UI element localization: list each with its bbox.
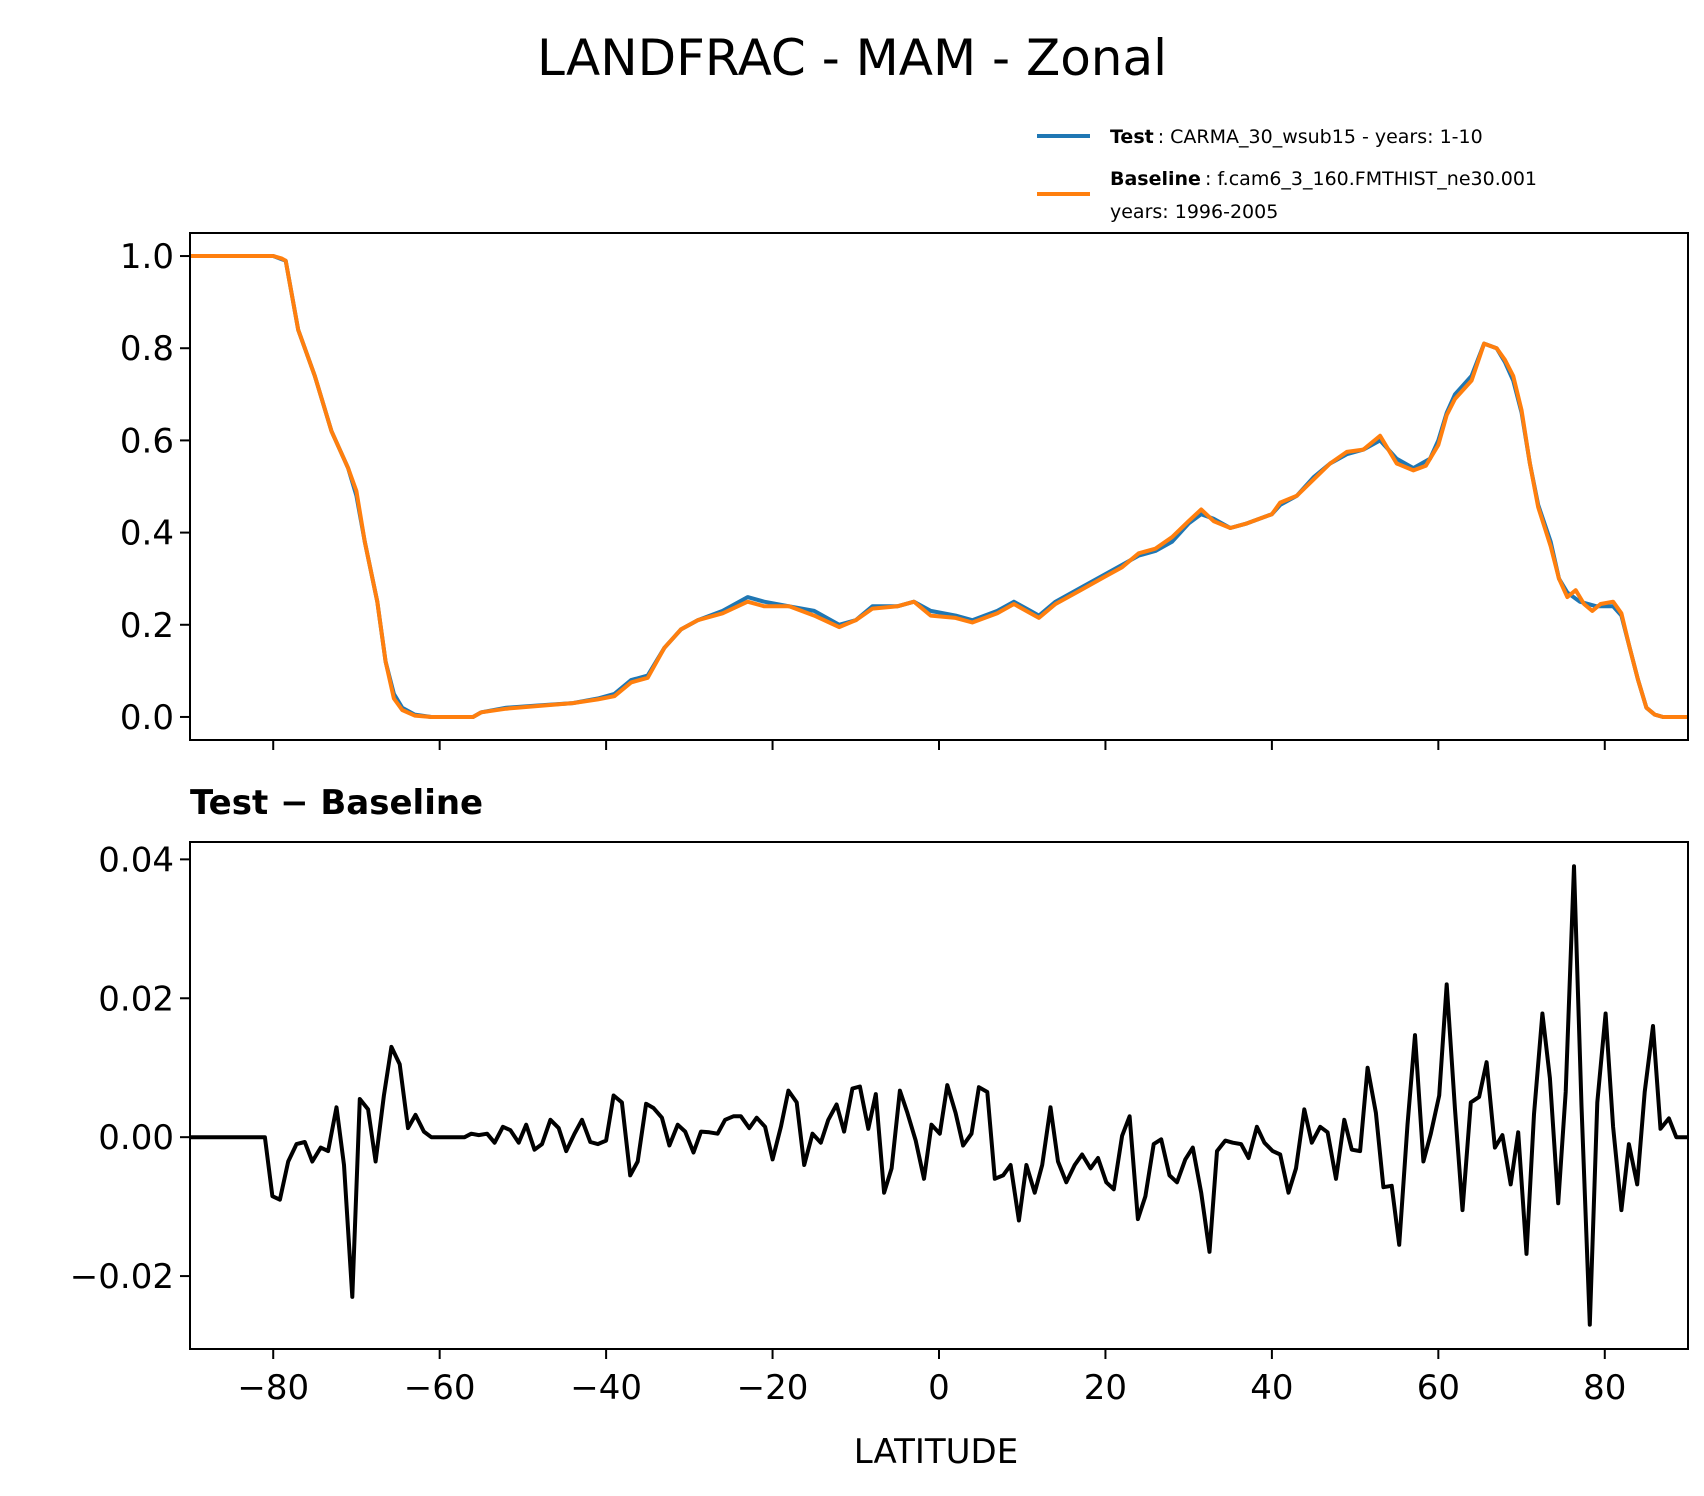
bottom-ytick-label: −0.02 <box>70 1257 174 1297</box>
top-panel: 0.0 0.2 0.4 0.6 0.8 1.0 <box>120 232 1689 750</box>
legend-test-entry: Test: CARMA_30_wsub15 - years: 1-10 <box>1110 126 1483 148</box>
bottom-xtick-label: −40 <box>570 1368 642 1408</box>
legend-baseline-desc: : f.cam6_3_160.FMTHIST_ne30.001 <box>1205 168 1537 190</box>
bottom-panel-frame <box>189 841 1689 1350</box>
bottom-series-difference <box>190 864 1688 1327</box>
top-ytick-label: 0.4 <box>120 514 174 554</box>
bottom-ytick-label: 0.02 <box>98 979 174 1019</box>
bottom-xtick-label: −60 <box>404 1368 476 1408</box>
bottom-ytick-label: 0.00 <box>98 1118 174 1158</box>
legend-baseline-desc-line2: years: 1996-2005 <box>1110 201 1278 223</box>
bottom-xtick-label: −80 <box>237 1368 309 1408</box>
top-lines <box>190 254 1688 719</box>
figure-title: LANDFRAC - MAM - Zonal <box>537 29 1167 87</box>
top-ytick-label: 0.2 <box>120 606 174 646</box>
top-ytick-label: 0.8 <box>120 329 174 369</box>
bottom-ytick-label: 0.04 <box>98 840 174 880</box>
bottom-xtick-label: −20 <box>737 1368 809 1408</box>
bottom-xtick-label: 80 <box>1583 1368 1626 1408</box>
bottom-xtick-label: 20 <box>1084 1368 1127 1408</box>
x-axis-label: LATITUDE <box>854 1432 1018 1472</box>
bottom-panel-title: Test − Baseline <box>190 783 483 823</box>
top-ytick-label: 1.0 <box>120 237 174 277</box>
legend-test-desc: : CARMA_30_wsub15 - years: 1-10 <box>1158 126 1483 148</box>
top-ticks: 0.0 0.2 0.4 0.6 0.8 1.0 <box>120 237 1606 750</box>
legend: Test: CARMA_30_wsub15 - years: 1-10 Base… <box>1037 126 1537 223</box>
top-series-baseline <box>190 254 1688 719</box>
top-ytick-label: 0.6 <box>120 421 174 461</box>
top-panel-frame <box>189 232 1689 741</box>
legend-test-label: Test <box>1110 126 1154 148</box>
legend-baseline-label: Baseline <box>1110 168 1201 190</box>
top-ytick-label: 0.0 <box>120 698 174 738</box>
bottom-panel: −80 −60 −40 −20 0 20 40 60 80 −0.02 0.00 0.02 0.04 <box>70 840 1689 1408</box>
bottom-xtick-label: 40 <box>1250 1368 1293 1408</box>
bottom-xtick-label: 60 <box>1417 1368 1460 1408</box>
bottom-xtick-label: 0 <box>928 1368 950 1408</box>
bottom-ticks: −80 −60 −40 −20 0 20 40 60 80 −0.02 0.00 0.02 0.04 <box>70 840 1627 1408</box>
legend-baseline-entry: Baseline: f.cam6_3_160.FMTHIST_ne30.001 <box>1110 168 1537 190</box>
bottom-lines <box>190 864 1688 1327</box>
